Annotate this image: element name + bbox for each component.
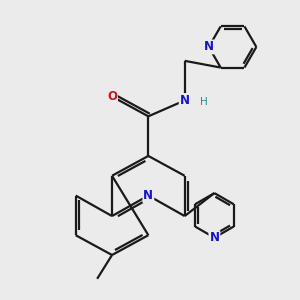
Text: N: N: [209, 231, 219, 244]
Text: O: O: [107, 90, 117, 103]
Text: N: N: [180, 94, 190, 107]
Text: H: H: [200, 97, 208, 107]
Text: N: N: [143, 189, 153, 202]
Text: N: N: [204, 40, 214, 53]
